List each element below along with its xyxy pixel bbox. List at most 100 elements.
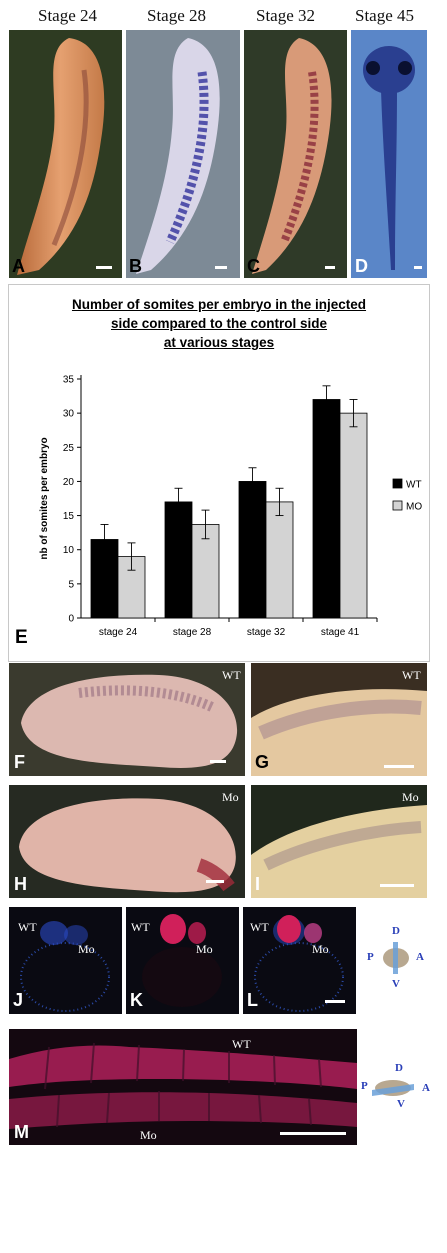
chart-title-line-1: Number of somites per embryo in the inje… bbox=[71, 297, 367, 312]
embryo-h-illustration bbox=[9, 785, 245, 898]
y-tick-label: 20 bbox=[63, 477, 75, 488]
bar-wt-2 bbox=[238, 481, 267, 619]
panel-h-image bbox=[9, 785, 245, 898]
legend-swatch-wt bbox=[392, 478, 403, 489]
tag-l-mo: Mo bbox=[312, 942, 329, 956]
y-tick-label: 10 bbox=[63, 545, 75, 556]
chart-title: Number of somites per embryo in the inje… bbox=[9, 295, 429, 352]
orient-2-a: A bbox=[422, 1082, 430, 1094]
section-m-illustration bbox=[9, 1042, 357, 1129]
stage-label-c: Stage 32 bbox=[256, 6, 316, 25]
scalebar-b bbox=[215, 266, 227, 269]
panel-letter-f: F bbox=[14, 752, 25, 772]
panel-f-image bbox=[9, 663, 245, 776]
panel-g-image bbox=[251, 663, 427, 776]
y-tick-label: 35 bbox=[63, 375, 75, 386]
embryo-f-illustration bbox=[9, 663, 245, 776]
stage-label-a: Stage 24 bbox=[38, 6, 98, 25]
embryo-i-illustration bbox=[251, 785, 427, 898]
chart-panel-e: Number of somites per embryo in the inje… bbox=[8, 284, 430, 662]
y-tick-label: 15 bbox=[63, 511, 75, 522]
embryo-d-illustration bbox=[351, 30, 427, 278]
panel-b-image bbox=[126, 30, 240, 278]
section-k-illustration bbox=[142, 914, 222, 1007]
scalebar-c bbox=[325, 266, 335, 269]
scalebar-f bbox=[210, 760, 226, 763]
panel-m-image bbox=[9, 1029, 357, 1145]
orient-1-p: P bbox=[367, 951, 374, 963]
tag-j-wt: WT bbox=[18, 920, 37, 934]
orient-1-v: V bbox=[392, 978, 400, 990]
panel-letter-k: K bbox=[130, 990, 143, 1010]
panel-letter-a: A bbox=[12, 256, 25, 276]
legend-swatch-mo bbox=[392, 500, 403, 511]
scalebar-l bbox=[325, 1000, 345, 1003]
tag-h-mo: Mo bbox=[222, 790, 239, 804]
panel-letter-l: L bbox=[247, 990, 258, 1010]
chart-title-line-2: side compared to the control side bbox=[110, 316, 328, 331]
scalebar-i bbox=[380, 884, 414, 887]
tag-m-wt: WT bbox=[232, 1037, 251, 1051]
legend-label-mo: MO bbox=[406, 502, 422, 513]
x-tick-label: stage 28 bbox=[173, 627, 212, 638]
orient-2-v: V bbox=[397, 1098, 405, 1110]
orientation-glyph-2 bbox=[372, 1080, 414, 1096]
panel-a-image bbox=[9, 30, 122, 278]
y-tick-label: 5 bbox=[68, 579, 74, 590]
panel-i-image bbox=[251, 785, 427, 898]
legend-label-wt: WT bbox=[406, 480, 422, 491]
section-l-illustration bbox=[254, 915, 344, 1012]
stage-label-d: Stage 45 bbox=[355, 6, 415, 25]
y-tick-label: 0 bbox=[68, 614, 74, 625]
panel-letter-g: G bbox=[255, 752, 270, 772]
scalebar-m bbox=[280, 1132, 346, 1135]
x-tick-label: stage 41 bbox=[321, 627, 360, 638]
y-tick-label: 30 bbox=[63, 409, 75, 420]
panel-letter-e: E bbox=[15, 627, 28, 648]
orientation-glyph-1 bbox=[383, 942, 409, 974]
embryo-c-illustration bbox=[244, 30, 347, 278]
tag-m-mo: Mo bbox=[140, 1128, 157, 1142]
panel-c-image bbox=[244, 30, 347, 278]
bar-wt-3 bbox=[312, 399, 341, 619]
bar-wt-1 bbox=[164, 501, 193, 619]
tag-i-mo: Mo bbox=[402, 790, 419, 804]
tag-g-wt: WT bbox=[402, 668, 421, 682]
scalebar-a bbox=[96, 266, 112, 269]
chart-title-line-3: at various stages bbox=[163, 335, 275, 350]
tag-f-wt: WT bbox=[222, 668, 241, 682]
orient-1-a: A bbox=[416, 951, 424, 963]
panel-letter-i: I bbox=[255, 874, 261, 894]
panel-letter-m: M bbox=[14, 1122, 29, 1142]
panel-letter-d: D bbox=[355, 256, 368, 276]
chart-svg: 0 5 10 15 20 25 30 35 nb of somites per embryo st… bbox=[39, 375, 422, 639]
bar-mo-2 bbox=[265, 501, 294, 619]
x-tick-label: stage 32 bbox=[247, 627, 286, 638]
panel-l-image bbox=[243, 907, 356, 1014]
panel-d-image bbox=[351, 30, 427, 278]
stage-label-b: Stage 28 bbox=[147, 6, 207, 25]
tag-k-mo: Mo bbox=[196, 942, 213, 956]
embryo-g-illustration bbox=[251, 663, 427, 776]
section-j-illustration bbox=[20, 921, 110, 1012]
panel-letter-h: H bbox=[14, 874, 27, 894]
tag-k-wt: WT bbox=[131, 920, 150, 934]
y-tick-label: 25 bbox=[63, 443, 75, 454]
y-axis-label: nb of somites per embryo bbox=[39, 437, 50, 559]
panel-k-image bbox=[126, 907, 239, 1014]
orient-1-d: D bbox=[392, 925, 400, 937]
panel-j-image bbox=[9, 907, 122, 1014]
bar-mo-3 bbox=[339, 412, 368, 619]
tag-l-wt: WT bbox=[250, 920, 269, 934]
panel-letter-j: J bbox=[13, 990, 24, 1010]
orient-2-p: P bbox=[361, 1080, 368, 1092]
scalebar-d bbox=[414, 266, 422, 269]
embryo-a-illustration bbox=[9, 30, 122, 278]
panel-letter-c: C bbox=[247, 256, 260, 276]
panel-letter-b: B bbox=[129, 256, 142, 276]
x-tick-label: stage 24 bbox=[99, 627, 138, 638]
embryo-b-illustration bbox=[126, 30, 240, 278]
scalebar-h bbox=[206, 880, 224, 883]
scalebar-g bbox=[384, 765, 414, 768]
orient-2-d: D bbox=[395, 1062, 403, 1074]
